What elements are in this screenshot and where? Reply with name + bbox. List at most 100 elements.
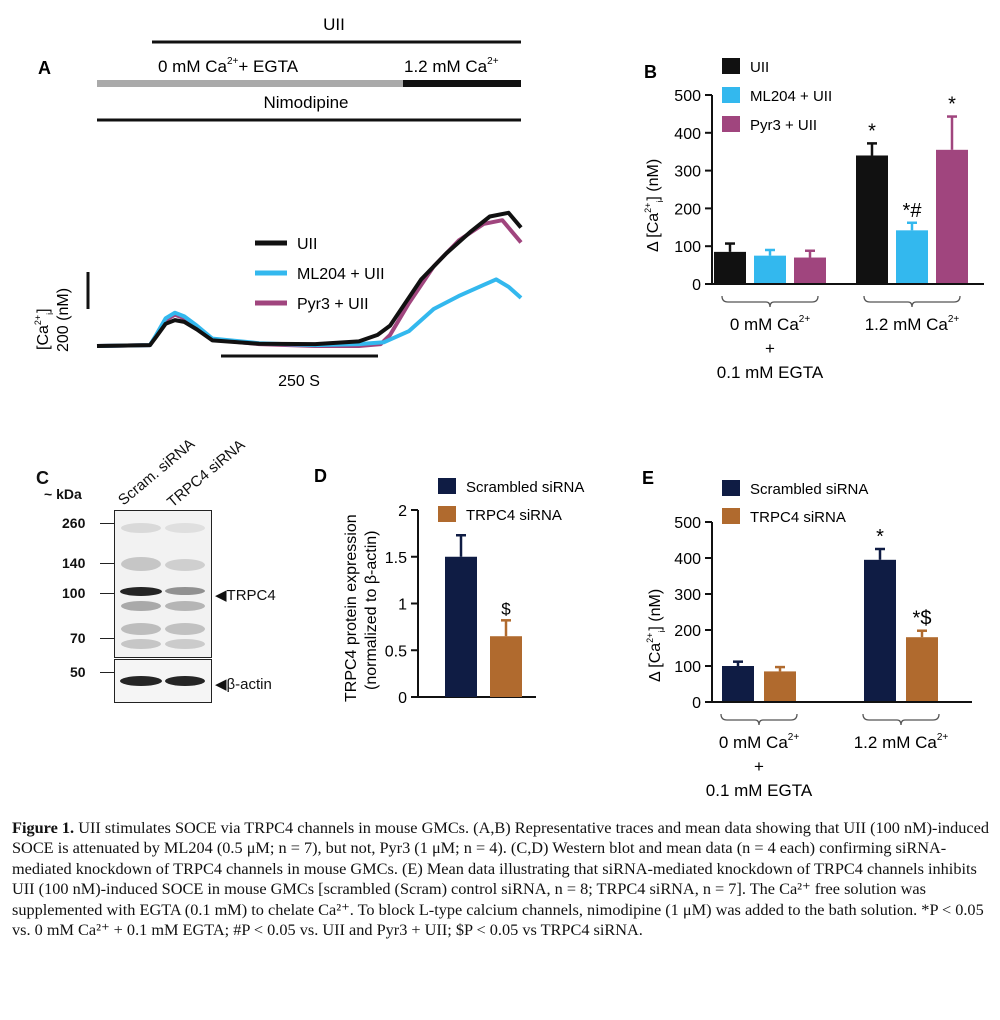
- group-label-sup: 2+: [948, 314, 960, 325]
- group-label: +: [765, 339, 775, 358]
- marker-tick-140: [100, 563, 114, 564]
- panel-b-letter: B: [644, 62, 657, 82]
- marker-100: 100: [62, 585, 86, 601]
- significance-label: *: [868, 120, 876, 142]
- legend-label-pyr3: Pyr3 + UII: [297, 296, 369, 313]
- legend-label-uii: UII: [750, 59, 769, 76]
- blot-band: [165, 601, 205, 611]
- figure-caption: Figure 1. UII stimulates SOCE via TRPC4 …: [12, 818, 992, 940]
- marker-tick-100: [100, 593, 114, 594]
- group-label: 1.2 mM Ca2+: [865, 314, 960, 334]
- panel-e: E Δ [Ca2+i] (nM) 0 100 200 300 400 500 * *$ 0 mM…: [642, 468, 972, 800]
- panel-b-plot: 0 100 200 300 400 500 * *# * 0 mM Ca2+ +0.1 mM EGT…: [674, 88, 984, 382]
- group-bracket: [720, 713, 798, 726]
- y-tick-label: 300: [674, 587, 701, 604]
- bar: [864, 559, 896, 702]
- group-label: 0.1 mM EGTA: [706, 781, 813, 800]
- y-tick-label: 300: [674, 164, 701, 181]
- group-bracket: [863, 295, 961, 308]
- y-tick-label: 400: [674, 551, 701, 568]
- actin-arrow-label: ◀β-actin: [215, 676, 272, 693]
- group-label: +: [754, 757, 764, 776]
- blot-band-actin-kd: [165, 676, 205, 686]
- legend-label-scrambled: Scrambled siRNA: [750, 481, 868, 498]
- panel-b-ylabel: Δ [Ca2+i] (nM): [643, 159, 665, 252]
- actin-band-label: β-actin: [226, 676, 272, 693]
- legend-swatch-pyr3: [722, 116, 740, 132]
- panel-c-letter: C: [36, 468, 49, 488]
- y-tick-label: 200: [674, 623, 701, 640]
- panel-d-plot: 0 0.5 1 1.5 2 $: [385, 503, 536, 707]
- panel-d-letter: D: [314, 466, 327, 486]
- panel-a-traces: [96, 210, 523, 348]
- blot-band-actin-scram: [120, 676, 162, 686]
- y-tick-label: 500: [674, 515, 701, 532]
- bar: [714, 251, 746, 284]
- significance-label: $: [501, 599, 511, 618]
- blot-band: [121, 639, 161, 649]
- nimodipine-label: Nimodipine: [263, 93, 348, 112]
- bar: [754, 255, 786, 284]
- significance-label: *$: [913, 608, 932, 630]
- legend-label-scrambled: Scrambled siRNA: [466, 479, 584, 496]
- y-tick-label: 100: [674, 659, 701, 676]
- blot-band: [165, 639, 205, 649]
- significance-label: *#: [903, 200, 923, 222]
- blot-band: [165, 523, 205, 533]
- y-tick-label: 0: [692, 277, 701, 294]
- significance-label: *: [876, 526, 884, 548]
- bar: [794, 257, 826, 284]
- y-tick-label: 2: [398, 503, 407, 520]
- legend-swatch-trpc4: [438, 506, 456, 522]
- bar: [764, 671, 796, 702]
- y-tick-label: 0: [398, 690, 407, 707]
- marker-tick-50: [100, 672, 114, 673]
- panel-b: B Δ [Ca2+i] (nM) 0 100 200 300 400 500 * *# * 0 m…: [643, 58, 984, 382]
- marker-tick-260: [100, 523, 114, 524]
- legend-label-uii: UII: [297, 236, 317, 253]
- uii-bar-label: UII: [323, 15, 345, 34]
- kda-label: ~ kDa: [44, 486, 82, 502]
- zero-ca-bar: [97, 80, 403, 87]
- blot-band: [121, 523, 161, 533]
- y-scale-label: [Ca2+i]: [33, 308, 55, 350]
- panel-e-ylabel: Δ [Ca2+i] (nM): [645, 589, 667, 682]
- panel-c: C ~ kDa Scram. siRNA TRPC4 siRNA 260 140…: [0, 430, 300, 720]
- actin-blot: [114, 659, 212, 703]
- y-scale-label-2: 200 (nM): [55, 288, 72, 352]
- y-tick-label: 1.5: [385, 550, 407, 567]
- blot-band: [121, 557, 161, 571]
- group-label: 0.1 mM EGTA: [717, 363, 824, 382]
- bar: [896, 230, 928, 284]
- y-tick-label: 0.5: [385, 643, 407, 660]
- panel-a: A UII 0 mM Ca2++ EGTA 1.2 mM Ca2+ Nimodi…: [33, 15, 523, 390]
- group-label: 0 mM Ca2+: [719, 732, 800, 752]
- y-tick-label: 1: [398, 597, 407, 614]
- blot-band-trpc4-scram: [120, 587, 162, 596]
- trpc4-arrow-label: ◀TRPC4: [215, 587, 276, 604]
- legend-swatch-trpc4: [722, 508, 740, 524]
- marker-tick-70: [100, 638, 114, 639]
- zero-ca-label: 0 mM Ca2++ EGTA: [158, 56, 299, 76]
- group-bracket: [862, 713, 940, 726]
- bar: [936, 149, 968, 284]
- group-label-sup: 2+: [937, 732, 949, 743]
- blot-band: [121, 623, 161, 635]
- panel-e-plot: 0 100 200 300 400 500 * *$ 0 mM Ca2+ +0.1 mM EGTA…: [674, 515, 972, 800]
- bar: [856, 155, 888, 284]
- caption-head: Figure 1.: [12, 818, 75, 837]
- panel-a-letter: A: [38, 58, 51, 78]
- y-tick-label: 100: [674, 239, 701, 256]
- legend-label-trpc4: TRPC4 siRNA: [466, 507, 562, 524]
- legend-label-trpc4: TRPC4 siRNA: [750, 509, 846, 526]
- bar: [722, 666, 754, 702]
- panel-b-legend: UII ML204 + UII Pyr3 + UII: [722, 58, 832, 134]
- legend-swatch-ml204: [722, 87, 740, 103]
- ca12-bar: [403, 80, 521, 87]
- group-label-sup: 2+: [799, 314, 811, 325]
- trpc4-blot: [114, 510, 212, 658]
- bar: [445, 556, 477, 697]
- marker-140: 140: [62, 555, 86, 571]
- legend-label-pyr3: Pyr3 + UII: [750, 117, 817, 134]
- significance-label: *: [948, 94, 956, 116]
